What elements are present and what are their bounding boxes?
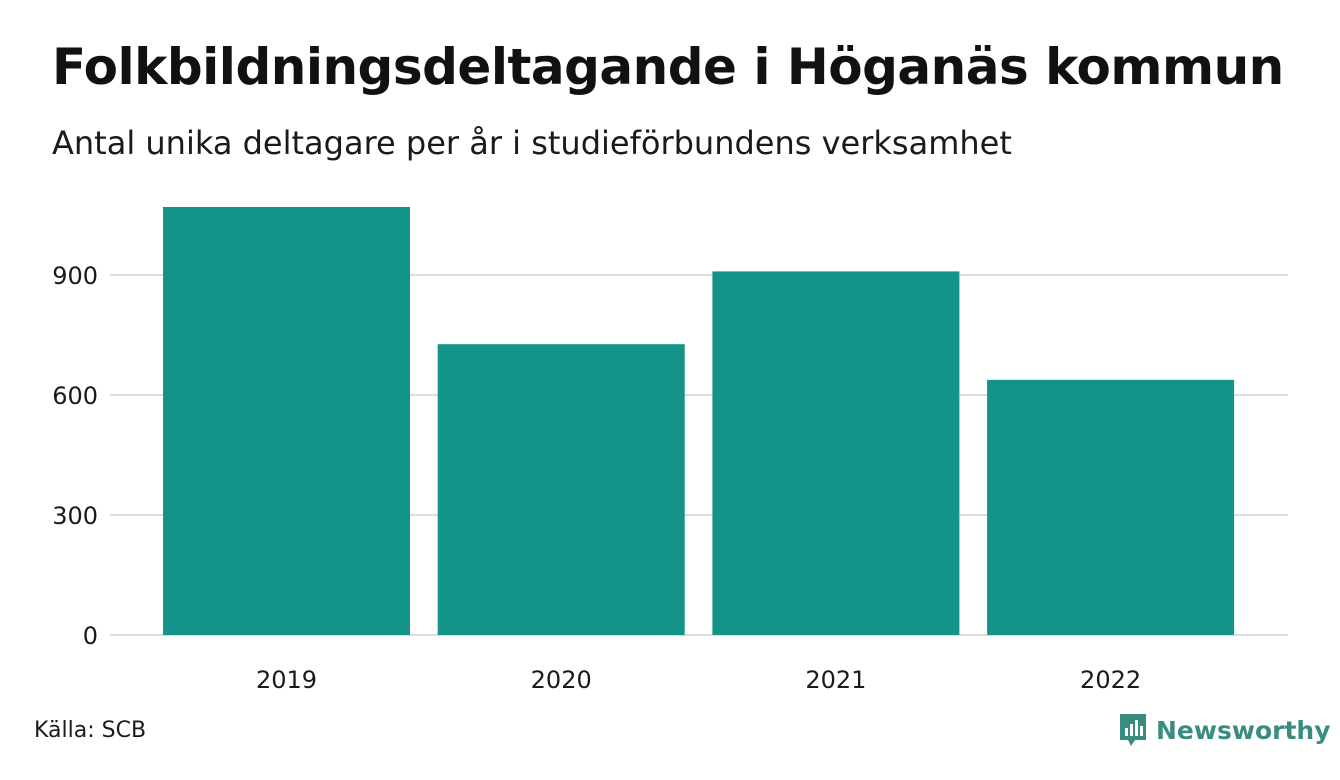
y-axis-tick-labels: 0 300 600 900 xyxy=(52,262,98,650)
x-tick-label: 2019 xyxy=(256,666,317,694)
source-note: Källa: SCB xyxy=(34,718,147,743)
y-tick-label: 900 xyxy=(52,262,98,290)
x-tick-label: 2021 xyxy=(805,666,866,694)
chart-title: Folkbildningsdeltagande i Höganäs kommun xyxy=(52,38,1284,96)
bar-2021 xyxy=(712,271,960,635)
bars xyxy=(163,207,1235,635)
x-axis-tick-labels: 2019 2020 2021 2022 xyxy=(256,666,1141,694)
y-tick-label: 600 xyxy=(52,382,98,410)
y-tick-label: 300 xyxy=(52,502,98,530)
brand-name: Newsworthy xyxy=(1156,715,1331,745)
x-tick-label: 2022 xyxy=(1080,666,1141,694)
brand-logo: Newsworthy xyxy=(1118,712,1331,748)
chart-subtitle: Antal unika deltagare per år i studieför… xyxy=(52,124,1012,162)
x-tick-label: 2020 xyxy=(531,666,592,694)
bar-2019 xyxy=(163,207,410,635)
newsworthy-logo-icon xyxy=(1120,714,1146,746)
bar-2020 xyxy=(437,344,685,635)
y-tick-label: 0 xyxy=(83,622,98,650)
bar-2022 xyxy=(987,379,1235,635)
